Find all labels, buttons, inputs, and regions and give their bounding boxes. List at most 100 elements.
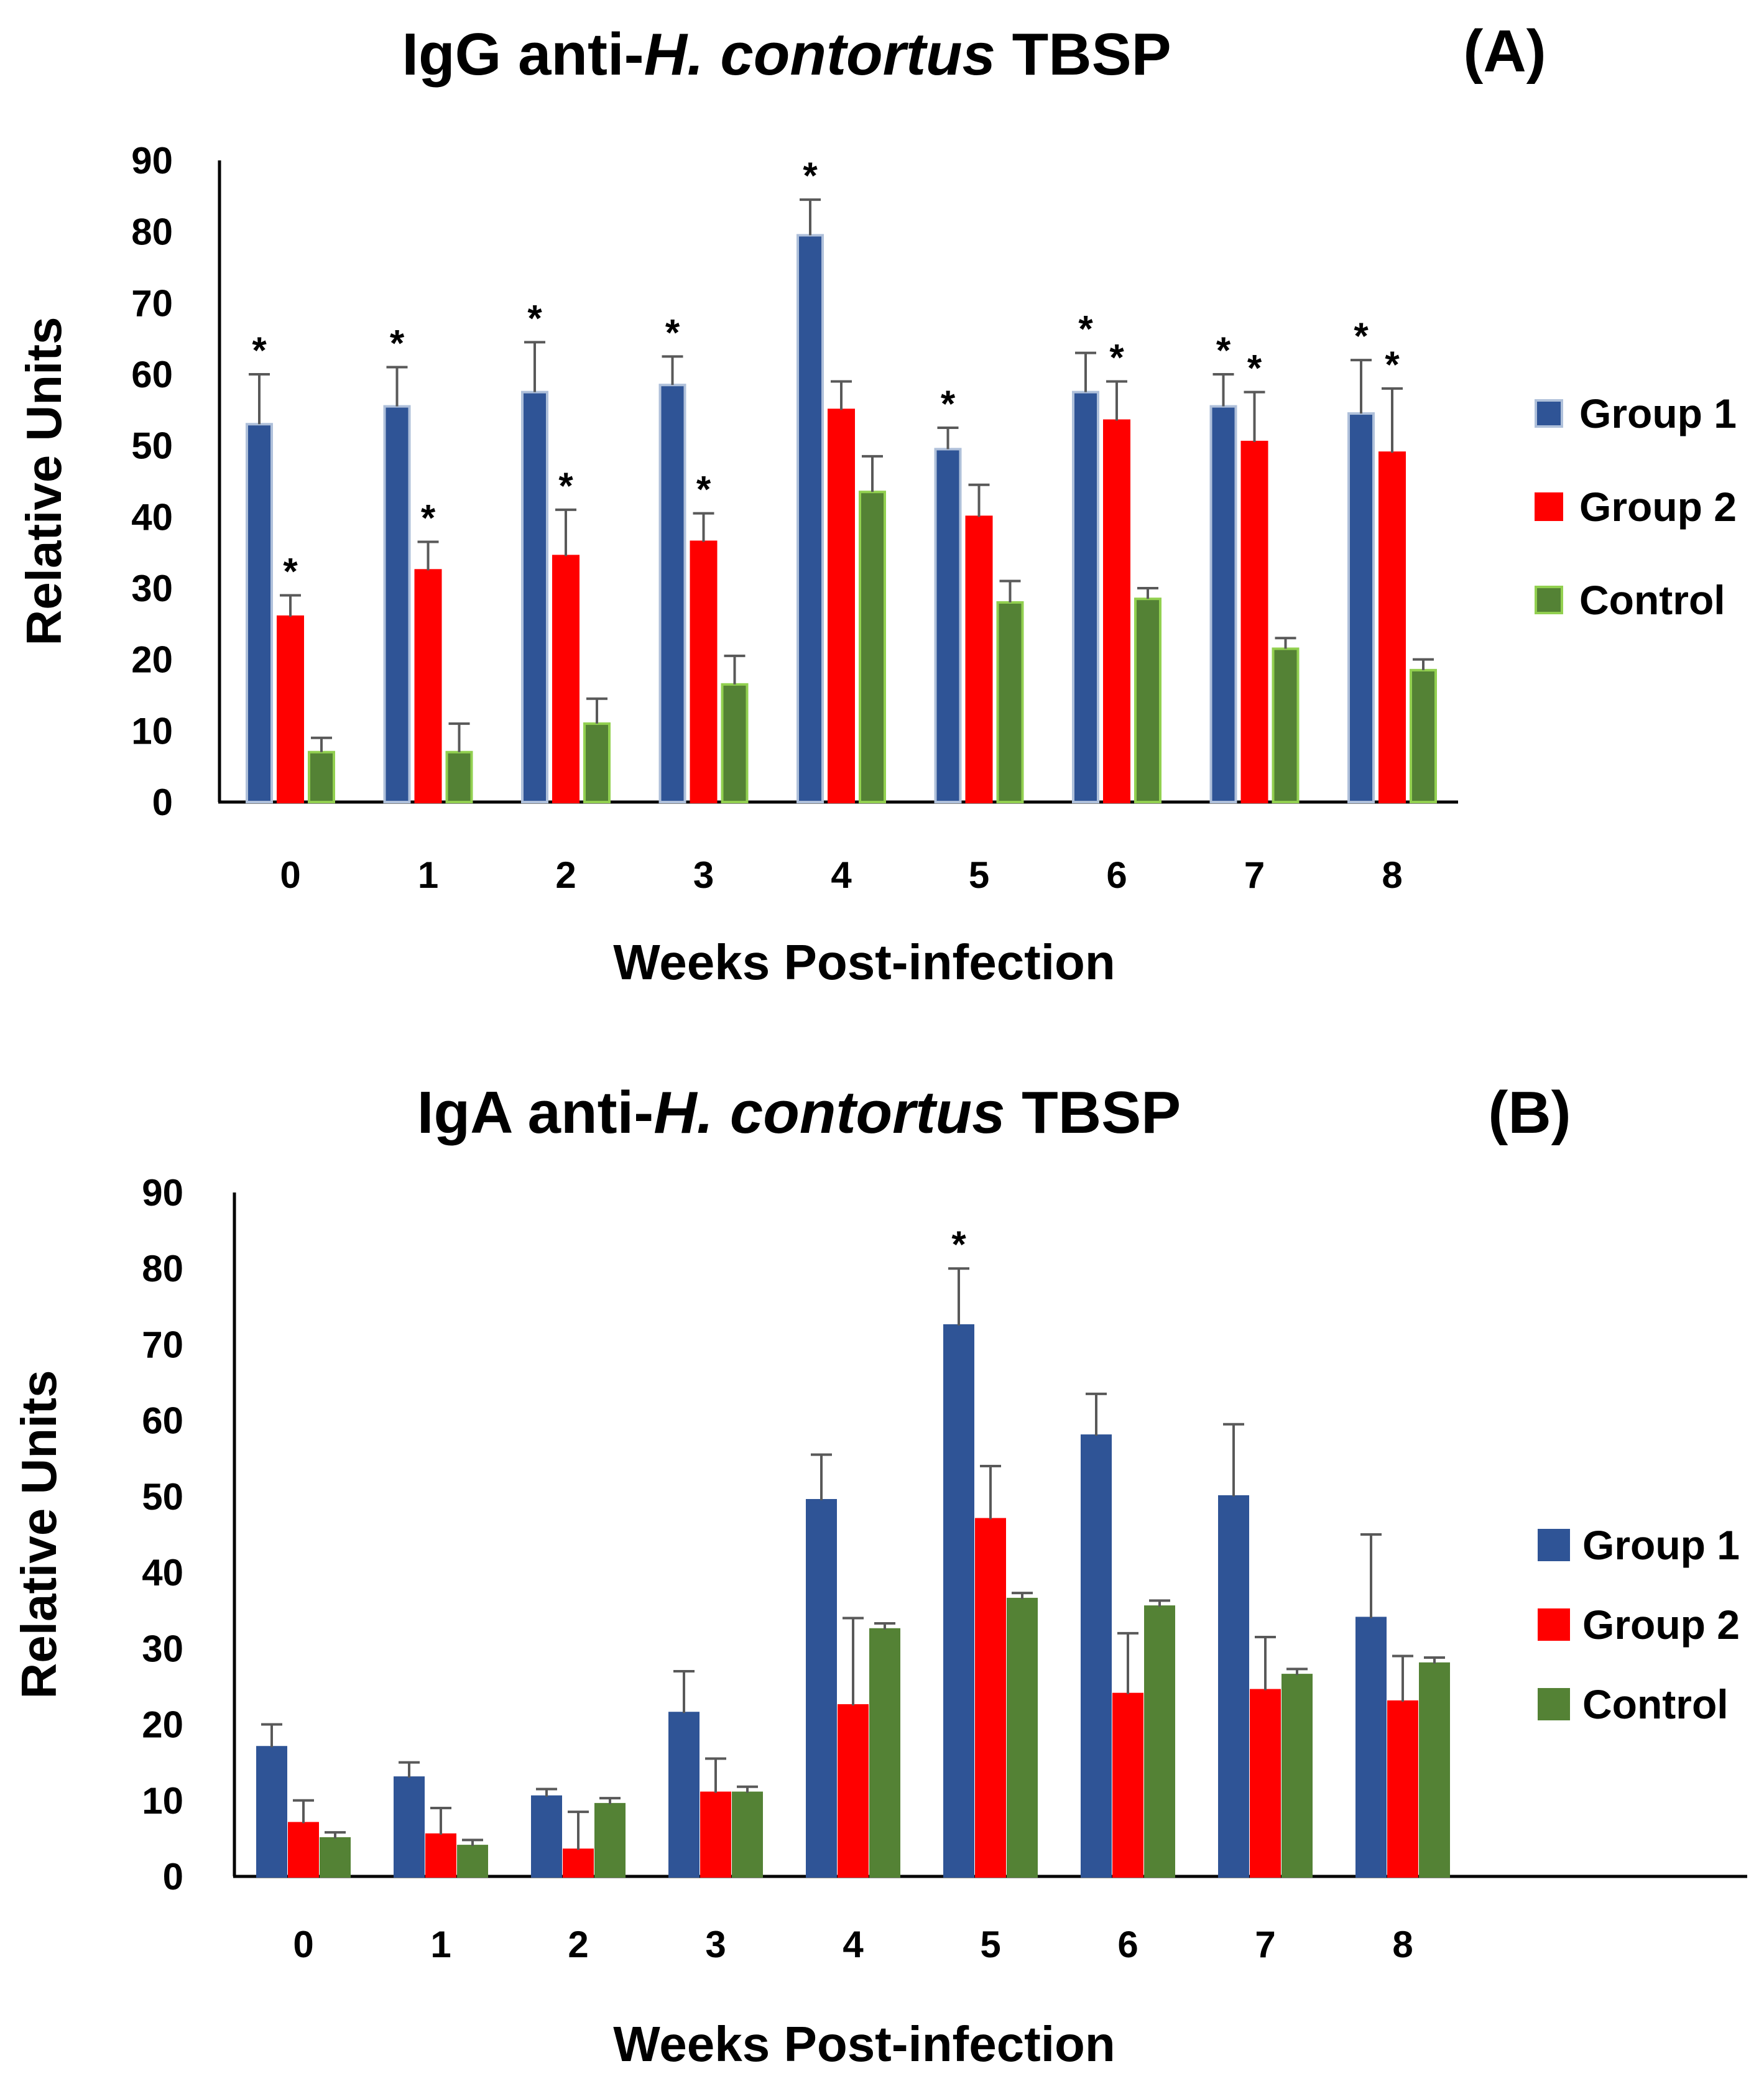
bar: [859, 491, 886, 803]
series-group-2: * * * * * * *: [277, 336, 1406, 804]
legend-swatch: [1538, 1608, 1570, 1641]
significance-star: *: [1247, 348, 1262, 389]
bar: [1281, 1674, 1313, 1878]
series-control: [320, 1592, 1450, 1878]
significance-star: *: [1354, 315, 1369, 357]
bar: [531, 1795, 562, 1878]
significance-star: *: [1109, 336, 1124, 378]
x-tick-label: 8: [1382, 854, 1402, 896]
bar: [308, 750, 335, 803]
bar: [1240, 440, 1268, 803]
x-tick-label: 0: [280, 854, 300, 896]
y-tick-label: 0: [152, 782, 173, 823]
legend-label: Group 2: [1579, 484, 1737, 530]
y-tick-label: 40: [131, 496, 173, 538]
y-tick-label: 10: [142, 1780, 183, 1822]
bar: [1419, 1662, 1450, 1878]
legend-label: Control: [1582, 1681, 1729, 1727]
bar: [1387, 1700, 1418, 1878]
y-tick-label: 20: [131, 639, 173, 681]
x-tick-label: 4: [843, 1924, 864, 1965]
y-tick-label: 80: [142, 1248, 183, 1289]
bar: [1081, 1434, 1112, 1878]
significance-star: *: [803, 155, 818, 196]
legend: Group 1 Group 2 Control: [1538, 1522, 1740, 1727]
bar: [320, 1837, 351, 1878]
significance-star: *: [527, 297, 542, 339]
x-tick-label: 5: [969, 854, 989, 896]
bar: [869, 1628, 900, 1878]
bar: [1250, 1689, 1281, 1878]
bar: [1410, 668, 1437, 804]
chart-title-prefix: IgG anti-: [402, 21, 644, 88]
bar: [668, 1712, 700, 1878]
significance-star: *: [1216, 330, 1231, 371]
bar: [1112, 1692, 1143, 1878]
x-tick-label: 0: [293, 1924, 313, 1965]
y-tick-label: 20: [142, 1704, 183, 1746]
legend-swatch: [1535, 492, 1563, 521]
y-tick-label: 50: [142, 1476, 183, 1518]
x-axis-title: Weeks Post-infection: [613, 2016, 1115, 2072]
series-group-2: [288, 1465, 1418, 1878]
y-tick-label: 60: [142, 1400, 183, 1442]
bar: [563, 1848, 594, 1878]
x-tick-label: 1: [430, 1924, 451, 1965]
bar: [690, 540, 718, 803]
bar: [732, 1791, 763, 1878]
y-tick-label: 40: [142, 1552, 183, 1594]
x-tick-label: 5: [980, 1924, 1000, 1965]
significance-star: *: [390, 323, 405, 364]
bar: [552, 555, 580, 804]
y-tick-label: 70: [131, 282, 173, 324]
bar: [445, 750, 473, 803]
bar: [277, 615, 304, 803]
bar: [996, 601, 1024, 804]
x-tick-label: 7: [1244, 854, 1265, 896]
chart-title: IgA anti-H. contortus TBSP: [417, 1079, 1181, 1146]
series-group-1: * * * * * * * * *: [246, 155, 1375, 803]
y-tick-label: 90: [131, 140, 173, 182]
chart-title-italic: H. contortus: [644, 21, 995, 88]
series-control: [308, 454, 1437, 804]
chart-title-suffix: TBSP: [995, 21, 1171, 88]
chart-panel-a: IgG anti-H. contortus TBSP (A)01020304050…: [16, 18, 1737, 990]
significance-star: *: [941, 383, 956, 425]
bar: [806, 1499, 837, 1878]
bar: [521, 390, 548, 803]
bar: [256, 1746, 287, 1878]
significance-star: *: [283, 550, 298, 592]
bar: [1378, 451, 1406, 803]
x-tick-label: 8: [1392, 1924, 1413, 1965]
legend-swatch: [1538, 1529, 1570, 1561]
significance-star: *: [1385, 344, 1400, 385]
x-tick-label: 3: [693, 854, 714, 896]
y-tick-label: 30: [131, 568, 173, 609]
significance-star: *: [951, 1224, 966, 1265]
bar: [1209, 405, 1237, 803]
legend-swatch: [1538, 1688, 1570, 1720]
bar: [1218, 1495, 1249, 1878]
bar: [1072, 390, 1099, 803]
x-tick-label: 4: [831, 854, 852, 896]
x-tick-label: 3: [705, 1924, 726, 1965]
y-tick-label: 80: [131, 211, 173, 253]
y-tick-label: 60: [131, 354, 173, 395]
x-axis-title: Weeks Post-infection: [613, 934, 1115, 990]
bar: [1144, 1605, 1175, 1878]
x-tick-label: 1: [418, 854, 438, 896]
legend-label: Group 1: [1579, 390, 1737, 436]
significance-star: *: [421, 497, 436, 538]
bar: [934, 448, 962, 803]
x-tick-label: 6: [1106, 854, 1127, 896]
legend: Group 1 Group 2 Control: [1535, 390, 1737, 623]
x-tick-label: 6: [1117, 1924, 1138, 1965]
bar: [700, 1791, 731, 1878]
x-tick-label: 2: [555, 854, 576, 896]
significance-star: *: [1078, 308, 1093, 350]
bar: [1134, 597, 1161, 803]
significance-star: *: [252, 330, 267, 371]
bar: [583, 722, 611, 804]
y-tick-label: 30: [142, 1628, 183, 1669]
